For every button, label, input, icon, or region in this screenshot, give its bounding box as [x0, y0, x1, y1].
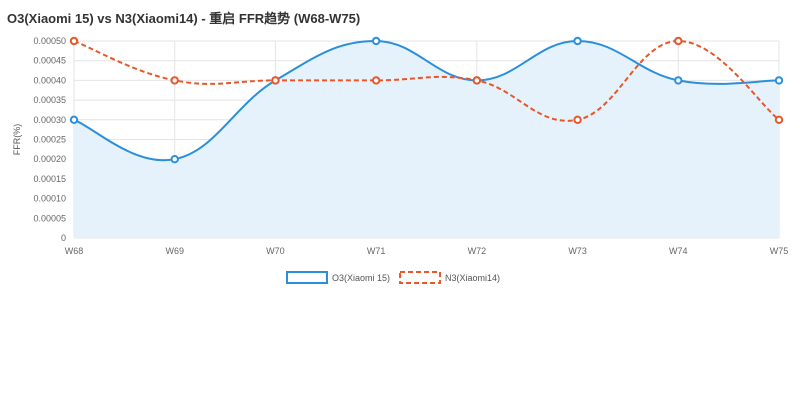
x-tick-label: W75 — [770, 246, 789, 256]
x-tick-label: W72 — [468, 246, 487, 256]
series-1-point[interactable] — [170, 155, 179, 164]
y-tick-label: 0.00025 — [33, 135, 66, 145]
series-2-point[interactable] — [271, 76, 280, 85]
series-group — [69, 36, 784, 238]
y-tick-label: 0.00045 — [33, 56, 66, 66]
y-tick-label: 0.00035 — [33, 95, 66, 105]
y-tick-label: 0.00030 — [33, 115, 66, 125]
series-2-point[interactable] — [170, 76, 179, 85]
x-tick-label: W69 — [165, 246, 184, 256]
legend-item-1[interactable]: O3(Xiaomi 15) — [286, 271, 390, 284]
series-2-point[interactable] — [573, 115, 582, 125]
legend: O3(Xiaomi 15) N3(Xiaomi14) — [286, 271, 500, 284]
x-tick-label: W70 — [266, 246, 285, 256]
series-1-point[interactable] — [674, 76, 683, 85]
y-tick-label: 0.00040 — [33, 75, 66, 85]
series-1-line — [73, 39, 780, 162]
x-tick-label: W73 — [568, 246, 587, 256]
y-axis-label: FFR(%) — [12, 124, 22, 156]
series-1-point[interactable] — [371, 36, 381, 46]
series-1-point[interactable] — [774, 76, 784, 85]
chart-title: O3(Xiaomi 15) vs N3(Xiaomi14) - 重启 FFR趋势… — [7, 11, 361, 26]
legend-swatch — [286, 271, 328, 284]
x-tick-label: W74 — [669, 246, 688, 256]
series-2-point[interactable] — [69, 36, 79, 46]
legend-swatch — [399, 271, 442, 284]
series-2-point[interactable] — [774, 115, 784, 125]
series-1-point[interactable] — [573, 36, 582, 46]
series-1-area — [74, 41, 779, 238]
y-tick-label: 0.00050 — [33, 36, 66, 46]
series-2-line — [73, 39, 780, 122]
x-tick-label: W71 — [367, 246, 386, 256]
y-tick-label: 0.00010 — [33, 194, 66, 204]
x-axis-ticks: W68 W69 W70 W71 W72 W73 W74 W75 — [65, 246, 789, 256]
legend-label: N3(Xiaomi14) — [445, 273, 500, 283]
y-tick-label: 0.00015 — [33, 174, 66, 184]
x-tick-label: W68 — [65, 246, 84, 256]
y-axis-ticks: 0.00050 0.00045 0.00040 0.00035 0.00030 0.000… — [33, 36, 66, 243]
series-2-point[interactable] — [371, 76, 381, 85]
legend-label: O3(Xiaomi 15) — [332, 273, 390, 283]
series-1-point[interactable] — [69, 115, 79, 125]
y-tick-label: 0.00020 — [33, 154, 66, 164]
series-2-point[interactable] — [674, 36, 683, 46]
y-tick-label: 0.00005 — [33, 213, 66, 223]
series-2-point[interactable] — [472, 76, 482, 85]
y-tick-label: 0 — [61, 233, 66, 243]
legend-item-2[interactable]: N3(Xiaomi14) — [399, 271, 500, 284]
